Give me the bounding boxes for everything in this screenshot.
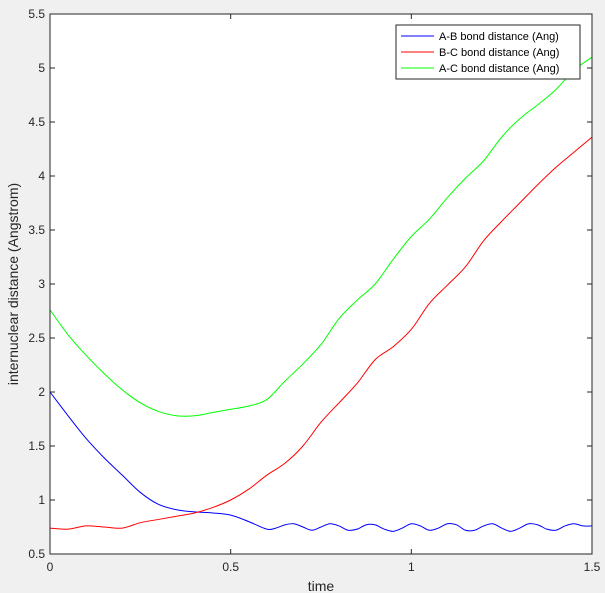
y-tick-label: 2.5: [28, 331, 45, 345]
ticks-layer: 0 0.5 1 1.50.511.522.533.544.555.5: [28, 7, 600, 574]
y-tick-label: 3.5: [28, 223, 45, 237]
legend: A-B bond distance (Ang) B-C bond distance…: [395, 24, 581, 80]
y-tick-label: 2: [38, 385, 45, 399]
series-line-0: [49, 391, 593, 532]
y-axis-label: internuclear distance (Angstrom): [5, 183, 21, 385]
y-tick-label: 5.5: [28, 7, 45, 21]
x-tick-label: 0: [47, 560, 54, 574]
legend-label-1: B-C bond distance (Ang): [439, 47, 559, 59]
y-tick-label: 1.5: [28, 439, 45, 453]
y-tick-label: 3: [38, 277, 45, 291]
y-tick-label: 5: [38, 61, 45, 75]
series-line-1: [49, 136, 593, 530]
plot-background: [50, 14, 592, 554]
y-tick-label: 4: [38, 169, 45, 183]
x-tick-label: 1: [408, 560, 415, 574]
legend-label-2: A-C bond distance (Ang): [439, 63, 559, 75]
legend-label-0: A-B bond distance (Ang): [439, 31, 559, 43]
x-tick-label: 1.5: [584, 560, 601, 574]
y-tick-label: 0.5: [28, 547, 45, 561]
x-tick-label: 0.5: [222, 560, 239, 574]
series-line-2: [49, 56, 593, 417]
y-tick-label: 1: [38, 493, 45, 507]
x-axis-label: time: [308, 578, 335, 593]
axes-box: [49, 13, 593, 555]
y-tick-label: 4.5: [28, 115, 45, 129]
series-layer: [49, 56, 593, 532]
